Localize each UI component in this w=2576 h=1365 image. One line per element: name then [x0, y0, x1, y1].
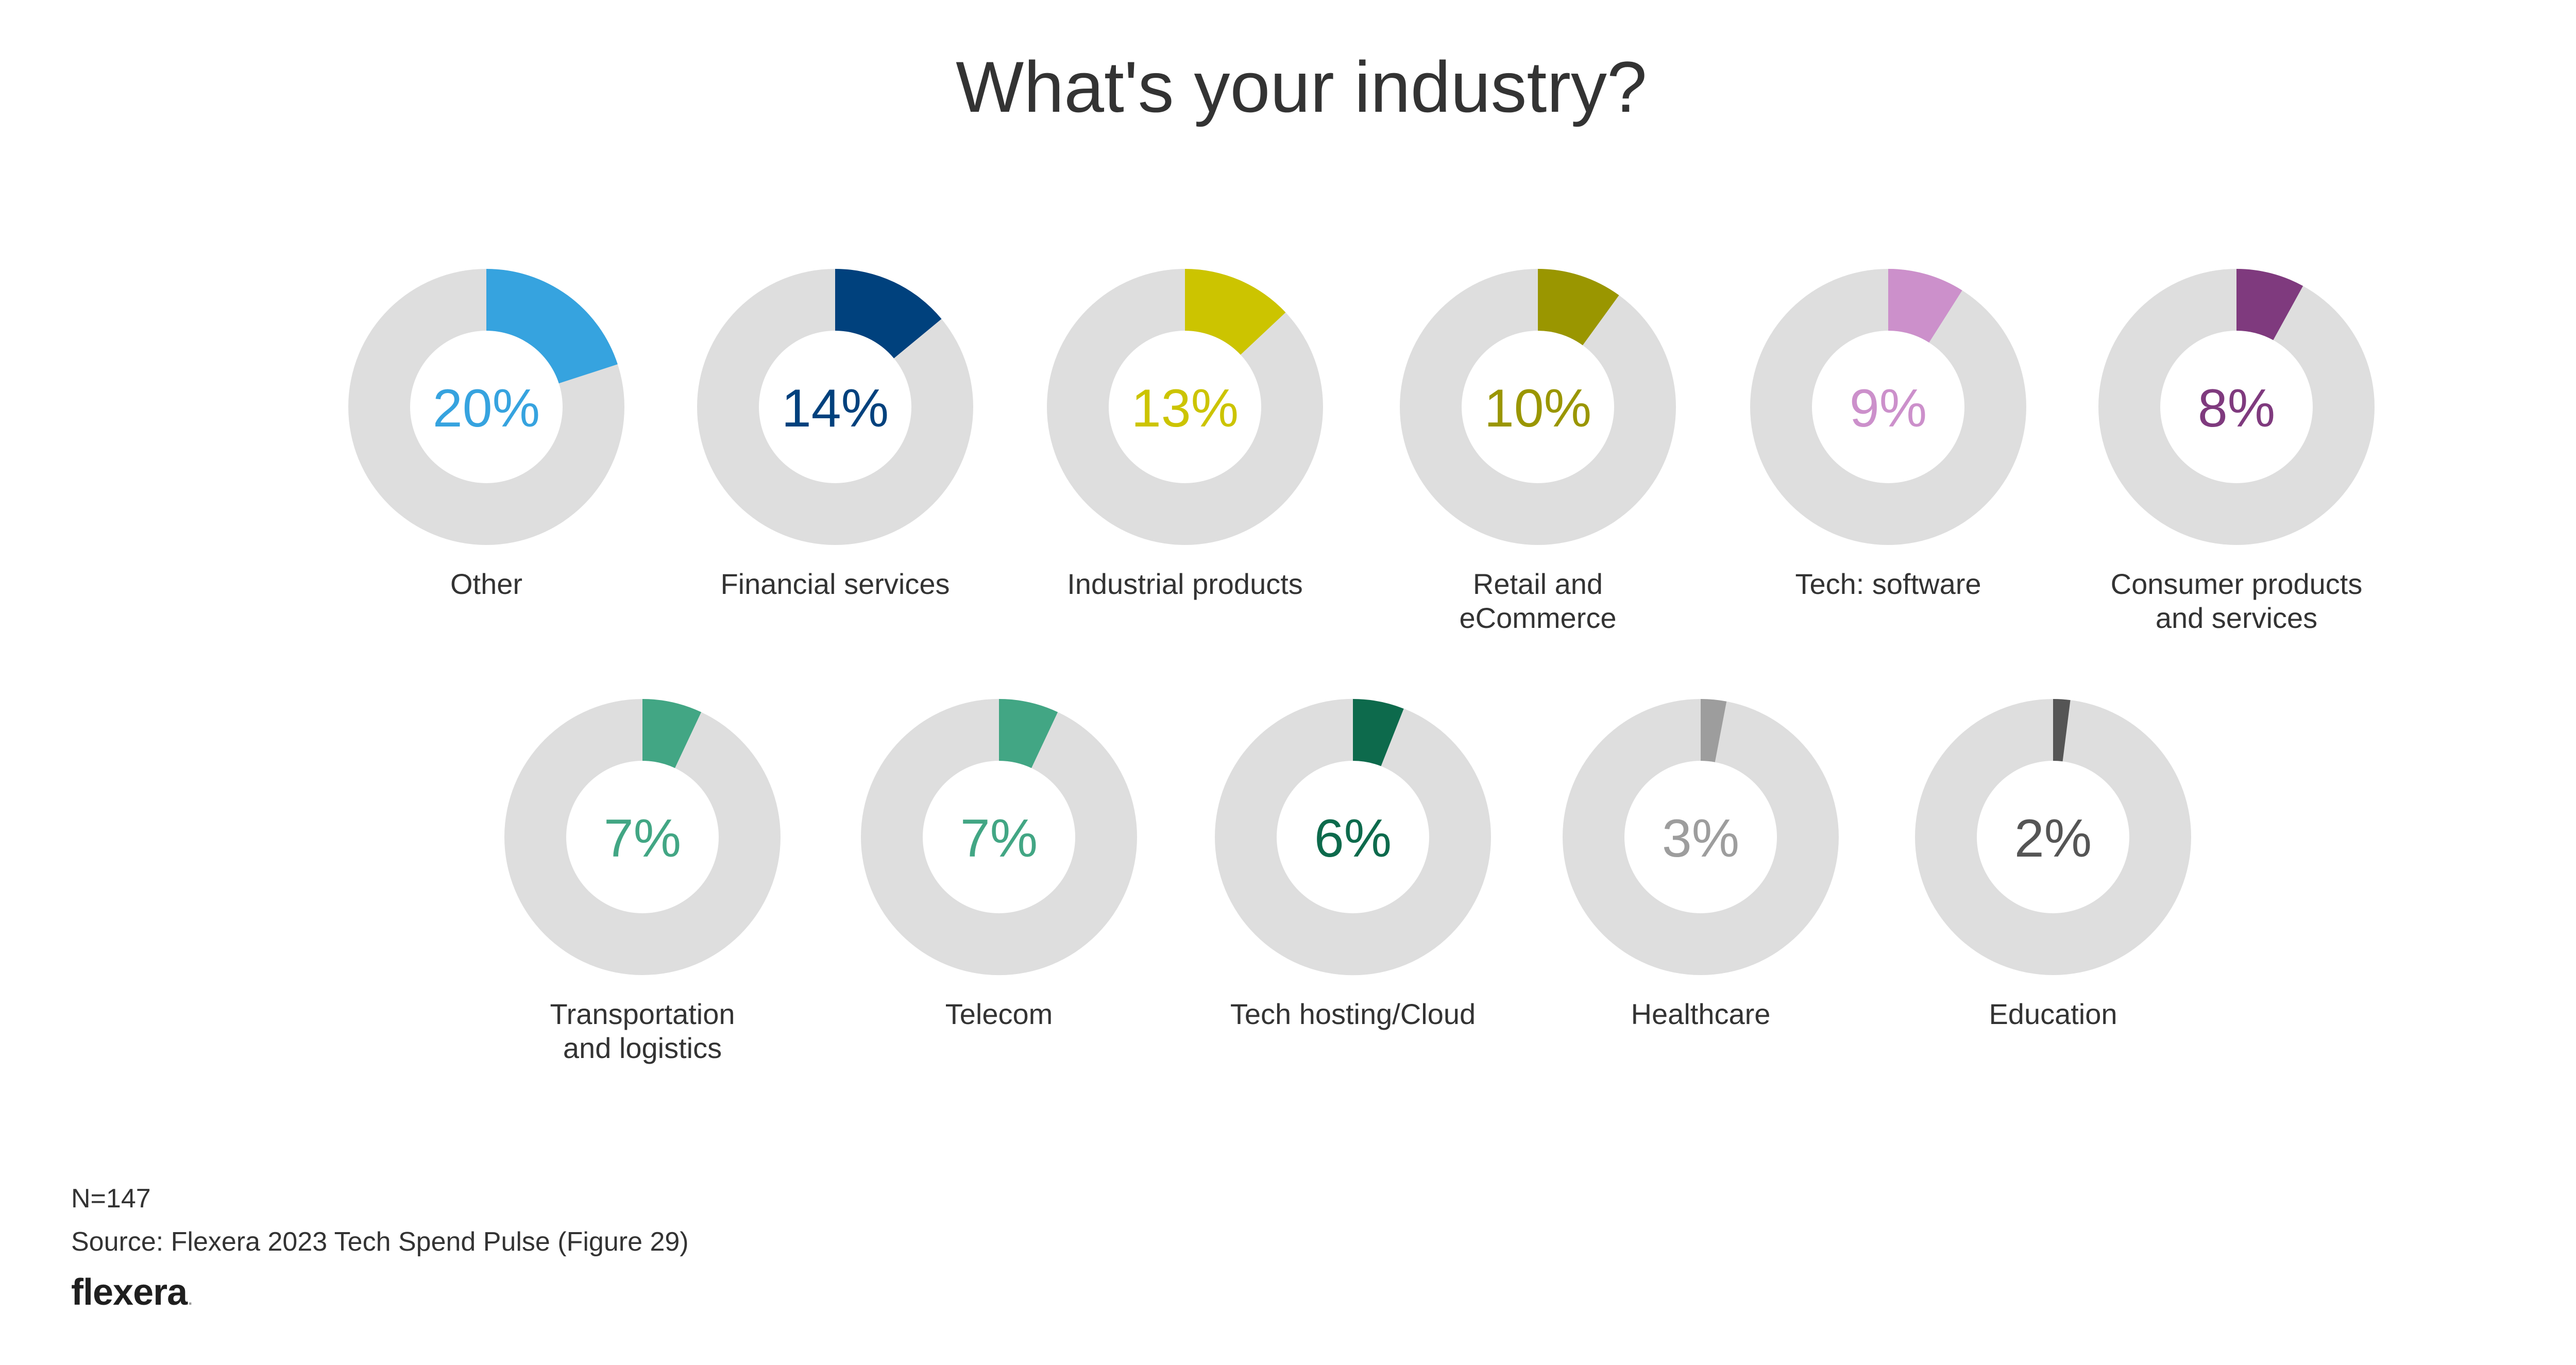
donut-other: 20% Other [348, 269, 624, 600]
donut-industrial-products: 13% Industrial products [1047, 269, 1323, 600]
category-label-transportation-and-logistics: Transportation [550, 998, 735, 1030]
category-label-retail-and-ecommerce: Retail and [1473, 568, 1603, 600]
value-label-financial-services: 14% [782, 379, 889, 438]
chart-title: What's your industry? [956, 46, 1647, 127]
donut-segment-financial-services [835, 269, 942, 359]
value-label-healthcare: 3% [1662, 809, 1739, 868]
source-note: Source: Flexera 2023 Tech Spend Pulse (F… [71, 1227, 689, 1257]
donut-segment-transportation-and-logistics [642, 699, 702, 769]
value-label-consumer-products-and-services: 8% [2198, 379, 2275, 438]
donut-track-education [1915, 699, 2191, 975]
donut-segment-retail-and-ecommerce [1538, 269, 1619, 346]
donut-segment-telecom [999, 699, 1058, 769]
category-label-transportation-and-logistics: and logistics [563, 1032, 722, 1064]
category-label-healthcare: Healthcare [1631, 998, 1771, 1030]
value-label-education: 2% [2014, 809, 2092, 868]
donut-segment-healthcare [1701, 699, 1727, 762]
donut-segment-consumer-products-and-services [2236, 269, 2303, 340]
value-label-tech-hosting-cloud: 6% [1314, 809, 1392, 868]
logo-wordmark: flexera [71, 1272, 188, 1313]
donut-segment-tech-hosting-cloud [1353, 699, 1404, 766]
donut-education: 2% Education [1915, 699, 2191, 1030]
donut-segment-tech-software [1888, 269, 1962, 343]
donut-tech-hosting-cloud: 6% Tech hosting/Cloud [1214, 698, 1491, 1030]
chart-footer: N=147 Source: Flexera 2023 Tech Spend Pu… [71, 1177, 689, 1311]
donut-track-transportation-and-logistics [504, 699, 781, 975]
donut-healthcare: 3% Healthcare [1563, 699, 1839, 1030]
category-label-retail-and-ecommerce: eCommerce [1460, 602, 1617, 634]
donut-track-healthcare [1563, 699, 1839, 975]
donut-tech-software: 9% Tech: software [1750, 269, 2026, 600]
category-label-financial-services: Financial services [720, 568, 950, 600]
category-label-tech-software: Tech: software [1795, 568, 1981, 600]
donut-track-tech-software [1750, 269, 2026, 545]
donut-financial-services: 14% Financial services [697, 269, 973, 600]
logo-dot: . [188, 1291, 192, 1308]
donut-segment-industrial-products [1185, 269, 1286, 355]
category-label-industrial-products: Industrial products [1067, 568, 1303, 600]
value-label-retail-and-ecommerce: 10% [1484, 379, 1591, 438]
donut-segment-education [2053, 699, 2071, 762]
flexera-logo: flexera. [71, 1274, 689, 1311]
value-label-transportation-and-logistics: 7% [604, 809, 681, 868]
category-label-tech-hosting-cloud: Tech hosting/Cloud [1230, 998, 1476, 1030]
category-label-education: Education [1989, 998, 2117, 1030]
category-label-consumer-products-and-services: Consumer products [2111, 568, 2363, 600]
donut-track-consumer-products-and-services [2098, 269, 2375, 545]
sample-size-note: N=147 [71, 1184, 151, 1214]
donut-telecom: 7% Telecom [860, 698, 1138, 1030]
category-label-other: Other [450, 568, 522, 600]
donut-segment-other [486, 269, 618, 384]
value-label-industrial-products: 13% [1131, 379, 1239, 438]
donut-track-tech-hosting-cloud [1214, 698, 1491, 976]
value-label-other: 20% [433, 379, 540, 438]
category-label-telecom: Telecom [945, 998, 1053, 1030]
value-label-telecom: 7% [960, 809, 1038, 868]
donut-track-telecom [860, 698, 1138, 976]
value-label-tech-software: 9% [1850, 379, 1927, 438]
donut-track-retail-and-ecommerce [1400, 269, 1676, 545]
category-label-consumer-products-and-services: and services [2156, 602, 2317, 634]
